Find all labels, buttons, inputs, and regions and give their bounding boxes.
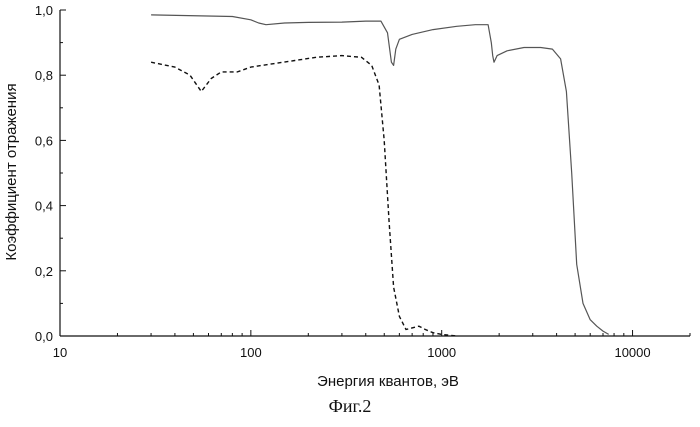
series-layer: [151, 15, 609, 336]
y-tick-label: 0,8: [35, 68, 53, 83]
y-tick-label: 0,0: [35, 329, 53, 344]
y-tick-label: 0,4: [35, 199, 53, 214]
series-line-dashed: [151, 56, 457, 336]
x-tick-label: 100: [240, 345, 262, 360]
plot-frame: [60, 10, 690, 336]
y-axis-title: Коэффициент отражения: [3, 83, 20, 260]
x-axis-title: Энергия квантов, эВ: [317, 373, 459, 390]
tick-layer: 0,0 0,2 0,4 0,6 0,8 1,0 10 100 1000 10000: [35, 3, 690, 360]
x-tick-label: 1000: [427, 345, 456, 360]
series-line-solid: [151, 15, 609, 335]
figure-caption: Фиг.2: [0, 396, 700, 417]
y-tick-label: 1,0: [35, 3, 53, 18]
y-tick-label: 0,2: [35, 264, 53, 279]
x-tick-label: 10: [53, 345, 67, 360]
x-tick-label: 10000: [614, 345, 650, 360]
y-tick-label: 0,6: [35, 133, 53, 148]
